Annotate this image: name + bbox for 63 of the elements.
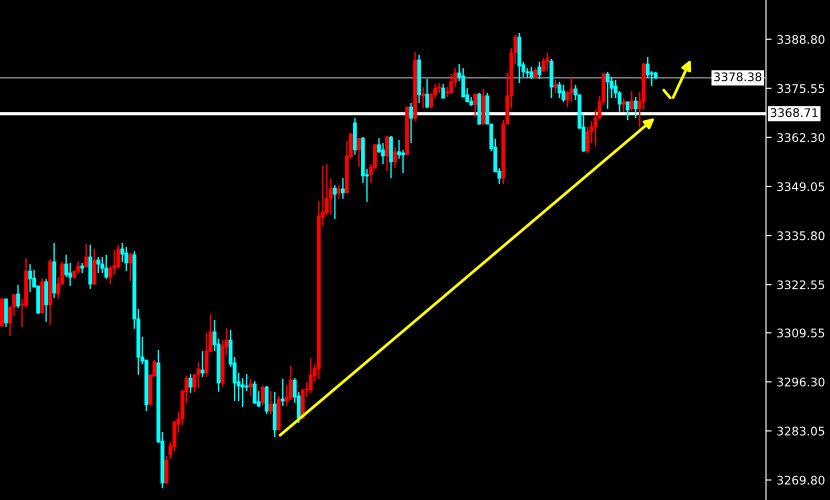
- y-tick-label: 3335.80: [777, 231, 824, 240]
- candlestick: [280, 378, 285, 407]
- candlestick: [268, 390, 273, 415]
- candlestick: [441, 83, 446, 99]
- candlestick: [260, 385, 265, 406]
- candlestick: [385, 135, 389, 172]
- candlestick: [546, 52, 550, 72]
- candlestick: [562, 84, 566, 103]
- candlestick: [538, 61, 542, 80]
- candlestick: [128, 252, 132, 282]
- candlestick: [409, 102, 413, 144]
- candlestick: [381, 142, 385, 165]
- candlestick: [44, 278, 48, 323]
- candlestick: [630, 90, 634, 112]
- candlestick: [606, 71, 610, 110]
- y-tick-label: 3388.80: [777, 34, 824, 44]
- ref-line-label: 3378.38: [714, 72, 762, 82]
- candlestick: [357, 137, 361, 168]
- candlestick: [164, 455, 168, 485]
- y-tick-label: 3309.55: [777, 328, 824, 338]
- candlestick: [204, 332, 208, 378]
- candlestick: [308, 357, 313, 394]
- candlestick: [437, 82, 442, 94]
- candlestick: [393, 146, 397, 169]
- candlestick: [248, 378, 253, 397]
- ref-line-label: 3368.71: [770, 108, 818, 118]
- candlestick: [401, 149, 405, 174]
- candlestick: [104, 254, 108, 280]
- candlestick: [533, 67, 538, 79]
- candlestick: [188, 373, 192, 394]
- candlestick: [252, 380, 257, 405]
- candlestick: [542, 57, 546, 73]
- candlestick: [200, 350, 204, 378]
- candlestick: [529, 66, 534, 80]
- y-tick-label: 3322.55: [777, 280, 824, 290]
- candlestick: [626, 101, 630, 121]
- candlestick: [28, 263, 32, 293]
- candlestick: [124, 246, 128, 272]
- candlestick: [16, 284, 20, 309]
- candlestick: [96, 256, 100, 274]
- candlestick: [421, 86, 426, 109]
- y-tick-label: 3349.05: [777, 182, 824, 192]
- candlestick: [340, 177, 345, 200]
- y-tick-label: 3362.30: [777, 133, 824, 142]
- candlestick: [84, 243, 88, 268]
- candlestick: [554, 79, 558, 94]
- candlestick: [558, 81, 562, 99]
- candlestick: [634, 96, 638, 119]
- candlestick: [80, 262, 84, 274]
- candlestick: [425, 78, 430, 109]
- candlestick: [570, 76, 574, 103]
- candlestick: [76, 260, 80, 275]
- candlestick: [622, 97, 626, 113]
- y-tick-label: 3269.80: [777, 476, 824, 485]
- candlestick: [196, 361, 200, 389]
- candlestick: [336, 184, 341, 200]
- y-tick-label: 3296.30: [777, 378, 824, 387]
- candlestick: [240, 377, 245, 408]
- candlestick: [473, 93, 478, 118]
- y-tick-label: 3375.55: [777, 84, 824, 93]
- candlestick: [244, 373, 249, 392]
- candlestick: [332, 184, 337, 220]
- y-tick-label: 3283.05: [777, 426, 824, 436]
